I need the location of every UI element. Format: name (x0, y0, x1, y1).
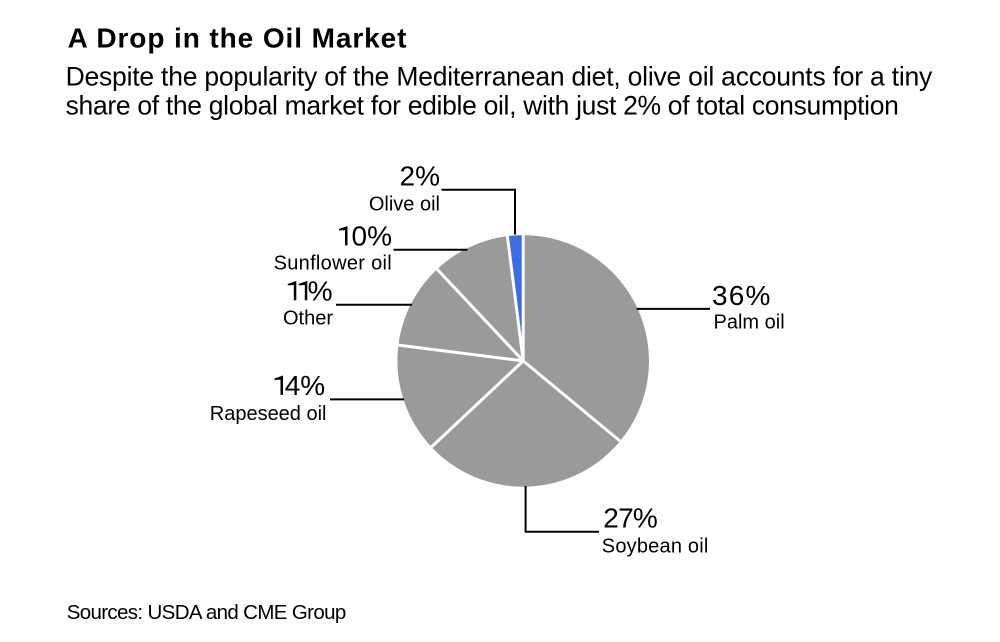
svg-text:Soybean oil: Soybean oil (602, 536, 709, 558)
svg-text:Other: Other (283, 307, 333, 329)
svg-text:share of the global market for: share of the global market for edible oi… (66, 90, 899, 120)
svg-text:Despite the popularity of the: Despite the popularity of the Mediterran… (66, 62, 933, 92)
svg-text:2%: 2% (400, 161, 440, 192)
svg-text:0%: 0% (352, 220, 392, 251)
svg-text:A Drop in the Oil Market: A Drop in the Oil Market (68, 23, 408, 54)
svg-text:27%: 27% (603, 502, 657, 533)
svg-text:%: % (308, 275, 333, 306)
svg-text:4%: 4% (285, 370, 325, 401)
svg-text:Palm oil: Palm oil (714, 312, 785, 334)
svg-text:36%: 36% (712, 280, 772, 311)
svg-text:Rapeseed oil: Rapeseed oil (210, 403, 327, 425)
svg-text:Sunflower oil: Sunflower oil (274, 252, 392, 274)
svg-text:Sources: USDA and CME Group: Sources: USDA and CME Group (67, 601, 346, 624)
svg-text:Olive oil: Olive oil (369, 194, 440, 216)
